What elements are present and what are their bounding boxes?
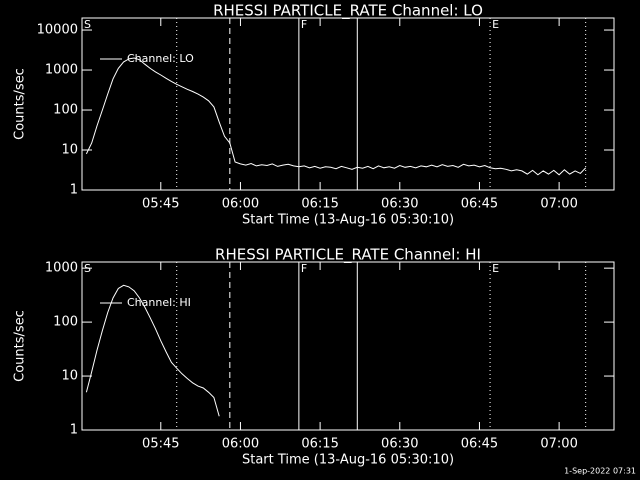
x-tick-label: 06:15 <box>301 437 338 452</box>
legend-label: Channel: LO <box>127 52 194 65</box>
flag-label: S <box>84 262 91 275</box>
x-tick-label: 06:15 <box>301 197 338 212</box>
chart-title: RHESSI PARTICLE_RATE Channel: LO <box>213 2 483 21</box>
y-tick-label: 100 <box>53 103 78 118</box>
x-tick-label: 06:00 <box>222 437 259 452</box>
flag-label: E <box>492 18 499 31</box>
x-tick-label: 06:45 <box>461 437 498 452</box>
flag-label: F <box>301 262 307 275</box>
y-axis-label: Counts/sec <box>13 68 28 140</box>
y-tick-label: 1 <box>70 423 78 438</box>
x-axis-label: Start Time (13-Aug-16 05:30:10) <box>242 453 454 468</box>
y-tick-label: 1 <box>70 183 78 198</box>
x-tick-label: 06:30 <box>381 437 418 452</box>
legend-label: Channel: HI <box>127 296 191 309</box>
y-tick-label: 10 <box>61 369 78 384</box>
x-axis-label: Start Time (13-Aug-16 05:30:10) <box>242 213 454 228</box>
data-line <box>85 57 587 176</box>
x-tick-label: 06:45 <box>461 197 498 212</box>
data-line <box>85 284 220 417</box>
flag-label: F <box>301 18 307 31</box>
x-tick-label: 05:45 <box>142 197 179 212</box>
footer: 1-Sep-2022 07:31 <box>564 467 636 476</box>
x-tick-label: 06:00 <box>222 197 259 212</box>
plot-frame <box>81 261 615 431</box>
y-tick-label: 1000 <box>45 63 78 78</box>
flag-label: E <box>492 262 499 275</box>
y-tick-label: 1000 <box>45 261 78 276</box>
plot-frame <box>81 17 615 191</box>
x-tick-label: 07:00 <box>540 437 577 452</box>
x-tick-label: 07:00 <box>540 197 577 212</box>
chart-title: RHESSI PARTICLE_RATE Channel: HI <box>215 246 481 265</box>
y-tick-label: 100 <box>53 315 78 330</box>
y-tick-label: 10000 <box>37 23 78 38</box>
flag-label: S <box>84 18 91 31</box>
x-tick-label: 05:45 <box>142 437 179 452</box>
x-tick-label: 06:30 <box>381 197 418 212</box>
y-tick-label: 10 <box>61 143 78 158</box>
y-axis-label: Counts/sec <box>13 310 28 382</box>
